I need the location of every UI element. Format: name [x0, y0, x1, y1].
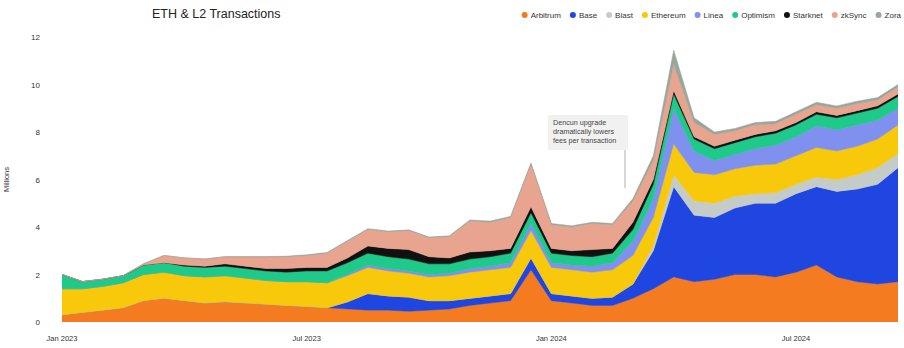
y-tick-label: 0	[36, 318, 41, 327]
legend-item: Base	[570, 11, 598, 20]
annotation: Dencun upgradedramatically lowersfees pe…	[548, 115, 628, 188]
y-axis-label: Millions	[2, 167, 11, 192]
legend-item: Zora	[876, 11, 902, 20]
legend-label: Blast	[615, 11, 634, 20]
legend-label: Arbitrum	[531, 11, 562, 20]
legend-label: Starknet	[793, 11, 824, 20]
legend-swatch	[876, 12, 882, 18]
annotation-text: Dencun upgrade	[553, 118, 606, 127]
annotation-box	[548, 115, 628, 150]
y-tick-label: 10	[31, 81, 40, 90]
legend-label: Zora	[885, 11, 902, 20]
legend-swatch	[570, 12, 576, 18]
legend-item: Linea	[695, 11, 724, 20]
x-tick-label: Jul 2024	[782, 334, 810, 343]
area	[62, 64, 898, 281]
legend-item: Starknet	[784, 11, 824, 20]
legend-item: Blast	[606, 11, 634, 20]
legend-swatch	[642, 12, 648, 18]
x-tick-label: Jul 2023	[293, 334, 321, 343]
legend-label: Ethereum	[651, 11, 686, 20]
y-tick-label: 4	[36, 223, 41, 232]
legend-item: Ethereum	[642, 11, 686, 20]
x-tick-label: Jan 2024	[536, 334, 567, 343]
legend-item: Arbitrum	[522, 11, 562, 20]
y-tick-label: 2	[36, 271, 41, 280]
legend-item: Optimism	[732, 11, 775, 20]
legend-label: zkSync	[841, 11, 867, 20]
x-tick-label: Jan 2023	[47, 334, 78, 343]
title: ETH & L2 Transactions	[152, 7, 281, 21]
annotation-text: fees per transaction	[553, 136, 616, 145]
plot-area	[62, 50, 898, 322]
y-tick-label: 6	[36, 176, 41, 185]
annotation-text: dramatically lowers	[553, 127, 615, 136]
legend-item: zkSync	[832, 11, 867, 20]
legend-swatch	[695, 12, 701, 18]
legend-swatch	[832, 12, 838, 18]
legend-label: Optimism	[741, 11, 775, 20]
area	[62, 50, 898, 282]
y-tick-label: 12	[31, 33, 40, 42]
legend-label: Linea	[704, 11, 724, 20]
legend-swatch	[784, 12, 790, 18]
chart: 0 2 4 6 8 10 12 Millions Jan 2023 Jul 2023 Jan 202…	[0, 0, 904, 348]
legend-swatch	[732, 12, 738, 18]
area	[62, 90, 898, 281]
legend-swatch	[606, 12, 612, 18]
legend-label: Base	[579, 11, 598, 20]
y-tick-label: 8	[36, 128, 41, 137]
legend: Arbitrum Base Blast Ethereum Linea Optimism St…	[522, 11, 902, 20]
annotation-line	[625, 150, 626, 188]
legend-swatch	[522, 12, 528, 18]
